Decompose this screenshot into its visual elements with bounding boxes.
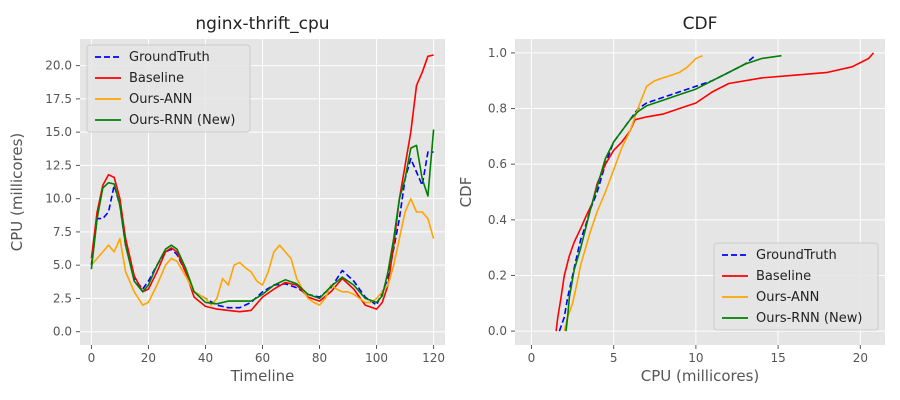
y-tick-label: 17.5 bbox=[45, 92, 72, 106]
y-tick-label: 0.2 bbox=[488, 268, 507, 282]
series-line-ours-ann bbox=[90, 197, 435, 306]
y-tick-label: 1.0 bbox=[488, 46, 507, 60]
x-tick-label: 15 bbox=[770, 351, 785, 365]
legend-label: Baseline bbox=[756, 269, 811, 284]
y-axis-label: CPU (millicores) bbox=[8, 133, 26, 252]
x-axis-label: Timeline bbox=[230, 367, 295, 385]
x-tick-label: 20 bbox=[853, 351, 868, 365]
y-tick-label: 2.5 bbox=[53, 291, 72, 305]
x-axis-label: CPU (millicores) bbox=[641, 367, 760, 385]
y-tick-label: 0.6 bbox=[488, 157, 507, 171]
legend: GroundTruth Baseline Ours-ANN Ours-RNN (New… bbox=[713, 242, 879, 331]
x-tick-label: 120 bbox=[422, 351, 445, 365]
series-line-ours-ann bbox=[563, 54, 703, 332]
legend-label: Ours-ANN bbox=[129, 92, 192, 107]
x-tick-label: 40 bbox=[198, 351, 213, 365]
x-tick-label: 0 bbox=[88, 351, 96, 365]
legend-label: GroundTruth bbox=[756, 248, 837, 263]
x-tick-label: 80 bbox=[312, 351, 327, 365]
legend-label: GroundTruth bbox=[129, 50, 210, 65]
y-tick-label: 20.0 bbox=[45, 59, 72, 73]
cdf-plot: 0 5 10 15 20 0.0 0.2 0.4 0.6 0.8 1.0 CDF CPU (mill… bbox=[457, 14, 885, 385]
y-tick-label: 0.0 bbox=[488, 324, 507, 338]
x-tick-label: 10 bbox=[688, 351, 703, 365]
legend-label: Ours-ANN bbox=[756, 290, 819, 305]
y-tick-label: 5.0 bbox=[53, 258, 72, 272]
x-tick-label: 0 bbox=[528, 351, 536, 365]
legend: GroundTruth Baseline Ours-ANN Ours-RNN (New… bbox=[86, 44, 251, 133]
y-axis-label: CDF bbox=[457, 177, 475, 208]
x-tick-label: 5 bbox=[610, 351, 618, 365]
y-tick-label: 7.5 bbox=[53, 225, 72, 239]
chart-title: CDF bbox=[683, 14, 718, 34]
legend-label: Baseline bbox=[129, 71, 184, 86]
series-line-ours-rnn-new bbox=[565, 54, 782, 332]
y-tick-label: 12.5 bbox=[45, 158, 72, 172]
y-tick-label: 0.0 bbox=[53, 325, 72, 339]
legend-box bbox=[86, 44, 251, 133]
chart-title: nginx-thrift_cpu bbox=[195, 14, 329, 34]
legend-label: Ours-RNN (New) bbox=[756, 311, 862, 326]
y-tick-label: 15.0 bbox=[45, 125, 72, 139]
x-tick-label: 20 bbox=[141, 351, 156, 365]
y-tick-label: 0.4 bbox=[488, 213, 507, 227]
x-tick-label: 100 bbox=[365, 351, 388, 365]
y-tick-label: 10.0 bbox=[45, 192, 72, 206]
timeline-plot: 0 20 40 60 80 100 120 0.0 2.5 5.0 7.5 10.0 12.5 15.0 1… bbox=[8, 14, 445, 385]
legend-label: Ours-RNN (New) bbox=[129, 113, 235, 128]
series-line-ours-rnn-new bbox=[90, 129, 435, 305]
x-tick-label: 60 bbox=[255, 351, 270, 365]
legend-box bbox=[713, 242, 879, 331]
y-tick-label: 0.8 bbox=[488, 102, 507, 116]
